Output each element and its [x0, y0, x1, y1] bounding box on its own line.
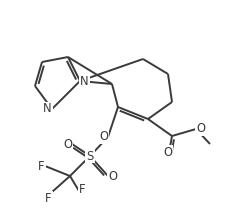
Text: N: N — [43, 103, 52, 116]
Text: O: O — [195, 122, 204, 135]
Text: F: F — [38, 159, 45, 172]
Text: F: F — [78, 183, 85, 196]
Text: O: O — [163, 146, 172, 159]
Text: O: O — [63, 138, 72, 150]
Text: O: O — [108, 169, 116, 183]
Text: S: S — [86, 150, 93, 162]
Text: N: N — [80, 74, 88, 88]
Text: O: O — [99, 131, 108, 144]
Text: F: F — [45, 192, 52, 205]
